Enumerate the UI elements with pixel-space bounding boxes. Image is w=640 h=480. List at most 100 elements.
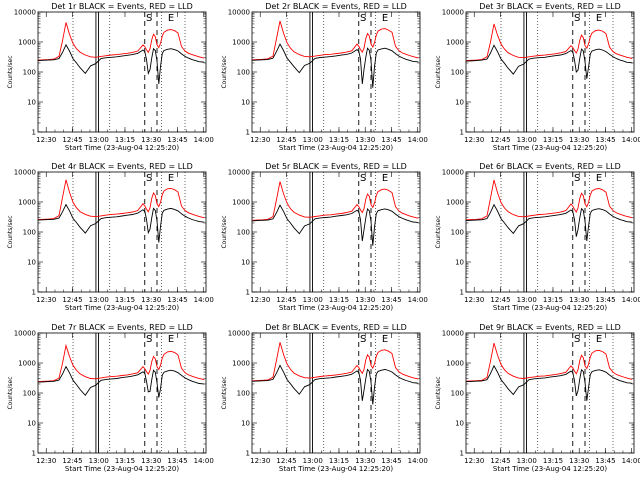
panel-det-9r: Det 9r BLACK = Events, RED = LLD 1 10 100 10… [435, 323, 640, 473]
panel-det-5r: Det 5r BLACK = Events, RED = LLD 1 10 100 10… [221, 162, 428, 312]
series-line-events [37, 43, 205, 84]
end-marker-label: E [596, 173, 602, 184]
series-line-lld [251, 342, 419, 382]
x-axis-label: Start Time (23-Aug-04 12:25:20) [279, 144, 393, 152]
x-tick-label: 13:30 [355, 296, 375, 304]
y-tick-label: 1 [32, 450, 36, 458]
panel-det-1r: Det 1r BLACK = Events, RED = LLD 1 10 100 10… [7, 2, 214, 152]
series-line-events [465, 203, 633, 242]
start-marker-label: S [574, 334, 580, 345]
y-axis-label: Counts/sec [221, 55, 228, 88]
x-axis-label: Start Time (23-Aug-04 12:25:20) [65, 304, 179, 312]
x-tick-label: 13:15 [115, 136, 135, 144]
panel-det-3r: Det 3r BLACK = Events, RED = LLD 1 10 100 10… [435, 2, 640, 152]
x-tick-label: 12:45 [276, 296, 296, 304]
y-tick-label: 1000 [18, 199, 36, 207]
y-tick-label: 1 [246, 129, 250, 137]
x-tick-label: 13:45 [167, 457, 187, 465]
x-tick-label: 12:30 [464, 296, 484, 304]
series-line-lld [251, 181, 419, 221]
y-tick-label: 10 [455, 99, 464, 107]
series-line-events [465, 364, 633, 401]
y-tick-label: 100 [451, 69, 464, 77]
end-marker-label: E [168, 13, 174, 24]
x-axis-label: Start Time (23-Aug-04 12:25:20) [65, 465, 179, 473]
start-marker-label: S [146, 13, 152, 24]
series-line-events [465, 44, 633, 79]
panel-det-8r: Det 8r BLACK = Events, RED = LLD 1 10 100 10… [221, 323, 428, 473]
x-axis-label: Start Time (23-Aug-04 12:25:20) [493, 144, 607, 152]
x-tick-label: 12:30 [464, 136, 484, 144]
start-marker-label: S [146, 173, 152, 184]
y-tick-label: 100 [237, 229, 250, 237]
x-tick-label: 13:45 [595, 296, 615, 304]
panel-det-4r: Det 4r BLACK = Events, RED = LLD 1 10 100 10… [7, 162, 214, 312]
plot-frame [37, 171, 207, 293]
x-tick-label: 14:00 [408, 296, 428, 304]
panel-title: Det 8r BLACK = Events, RED = LLD [265, 323, 407, 332]
plot-frame [251, 171, 421, 293]
x-tick-label: 12:30 [464, 457, 484, 465]
x-tick-label: 13:15 [115, 296, 135, 304]
y-tick-label: 10 [241, 99, 250, 107]
panel-title: Det 2r BLACK = Events, RED = LLD [265, 2, 407, 11]
plot-frame [251, 11, 421, 133]
x-tick-label: 13:30 [569, 296, 589, 304]
x-tick-label: 13:15 [329, 136, 349, 144]
x-tick-label: 12:45 [62, 296, 82, 304]
start-marker-label: S [574, 173, 580, 184]
plot-frame [251, 332, 421, 454]
y-tick-label: 100 [23, 69, 36, 77]
series-line-events [251, 364, 419, 405]
series-line-lld [465, 179, 633, 221]
x-tick-label: 13:15 [329, 457, 349, 465]
y-tick-label: 100 [23, 229, 36, 237]
plot-frame [465, 171, 635, 293]
y-tick-label: 1 [32, 289, 36, 297]
x-tick-label: 13:00 [303, 457, 323, 465]
panel-det-2r: Det 2r BLACK = Events, RED = LLD 1 10 100 10… [221, 2, 428, 152]
y-tick-label: 10000 [228, 9, 250, 17]
y-tick-label: 1 [246, 450, 250, 458]
series-line-lld [465, 342, 633, 382]
x-axis-label: Start Time (23-Aug-04 12:25:20) [65, 144, 179, 152]
plot-frame [37, 11, 207, 133]
y-tick-label: 10000 [228, 169, 250, 177]
y-tick-label: 1 [460, 450, 464, 458]
y-tick-label: 1 [460, 289, 464, 297]
y-tick-label: 10000 [14, 330, 36, 338]
x-tick-label: 12:45 [490, 296, 510, 304]
x-tick-label: 12:45 [490, 136, 510, 144]
plot-frame [465, 11, 635, 133]
y-axis-label: Counts/sec [221, 215, 228, 248]
x-tick-label: 13:15 [543, 457, 563, 465]
start-marker-label: S [360, 13, 366, 24]
y-tick-label: 10 [27, 420, 36, 428]
x-tick-label: 13:30 [355, 136, 375, 144]
y-tick-label: 10000 [442, 330, 464, 338]
y-tick-label: 10000 [14, 9, 36, 17]
x-tick-label: 13:15 [543, 296, 563, 304]
panel-title: Det 4r BLACK = Events, RED = LLD [51, 162, 193, 171]
y-axis-label: Counts/sec [435, 55, 442, 88]
x-tick-label: 13:00 [89, 296, 109, 304]
x-tick-label: 13:30 [355, 457, 375, 465]
x-tick-label: 12:45 [62, 457, 82, 465]
x-tick-label: 13:45 [167, 136, 187, 144]
x-tick-label: 12:30 [36, 136, 56, 144]
x-tick-label: 14:00 [194, 296, 214, 304]
panel-title: Det 3r BLACK = Events, RED = LLD [479, 2, 621, 11]
x-tick-label: 13:45 [381, 457, 401, 465]
panel-title: Det 6r BLACK = Events, RED = LLD [479, 162, 621, 171]
x-tick-label: 13:00 [517, 457, 537, 465]
panel-title: Det 5r BLACK = Events, RED = LLD [265, 162, 407, 171]
x-tick-label: 13:30 [141, 457, 161, 465]
x-tick-label: 13:45 [595, 136, 615, 144]
x-tick-label: 14:00 [408, 136, 428, 144]
series-line-events [251, 204, 419, 246]
x-tick-label: 13:45 [381, 136, 401, 144]
x-tick-label: 13:45 [167, 296, 187, 304]
x-tick-label: 14:00 [194, 136, 214, 144]
plot-frame [465, 332, 635, 454]
y-tick-label: 1000 [18, 39, 36, 47]
